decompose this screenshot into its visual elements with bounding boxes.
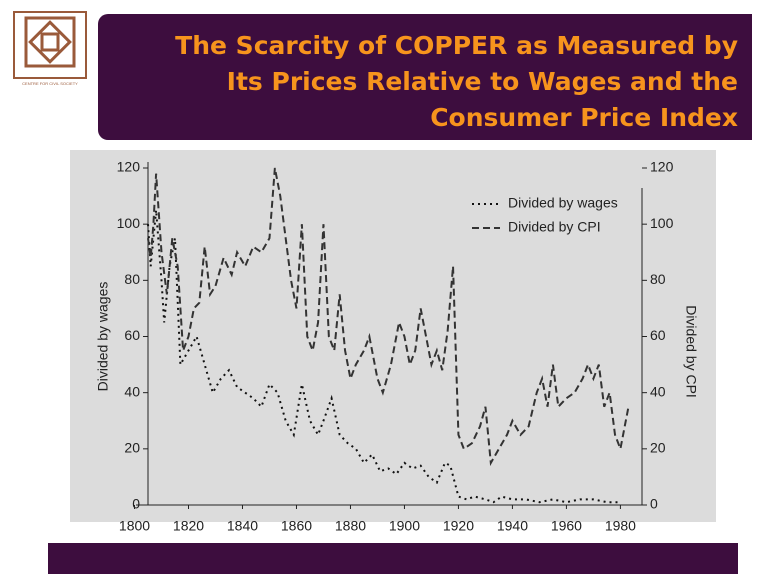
legend-label: Divided by CPI — [508, 219, 601, 235]
x-tick-label: 1800 — [119, 518, 150, 534]
x-tick-label: 1840 — [227, 518, 258, 534]
y-axis-label: Divided by wages — [95, 282, 111, 392]
y2-tick-label: 0 — [650, 496, 658, 512]
x-tick-label: 1920 — [443, 518, 474, 534]
y-tick-label: 80 — [124, 271, 140, 287]
x-tick-label: 1900 — [389, 518, 420, 534]
legend-label: Divided by wages — [508, 195, 618, 211]
scan-background — [70, 150, 716, 522]
x-tick-label: 1820 — [173, 518, 204, 534]
y-tick-label: 20 — [124, 440, 140, 456]
x-tick-label: 1980 — [605, 518, 636, 534]
x-tick-label: 1860 — [281, 518, 312, 534]
x-tick-label: 1960 — [551, 518, 582, 534]
x-tick-label: 1880 — [335, 518, 366, 534]
y2-tick-label: 80 — [650, 271, 666, 287]
y-tick-label: 0 — [132, 496, 140, 512]
y2-tick-label: 60 — [650, 327, 666, 343]
chart: 0 20 40 60 80 100 120 0 20 40 60 80 100 120 1800 1820 18… — [0, 0, 762, 574]
y-tick-label: 60 — [124, 327, 140, 343]
slide: The Scarcity of COPPER as Measured by It… — [0, 0, 762, 574]
y-tick-label: 120 — [117, 159, 141, 175]
y2-axis-label: Divided by CPI — [683, 305, 699, 398]
y2-tick-label: 20 — [650, 440, 666, 456]
y-tick-label: 100 — [117, 215, 141, 231]
y-tick-label: 40 — [124, 383, 140, 399]
x-tick-label: 1940 — [497, 518, 528, 534]
y2-tick-label: 40 — [650, 383, 666, 399]
footer-bar — [48, 543, 738, 574]
y2-tick-label: 120 — [650, 159, 674, 175]
y2-tick-label: 100 — [650, 215, 674, 231]
